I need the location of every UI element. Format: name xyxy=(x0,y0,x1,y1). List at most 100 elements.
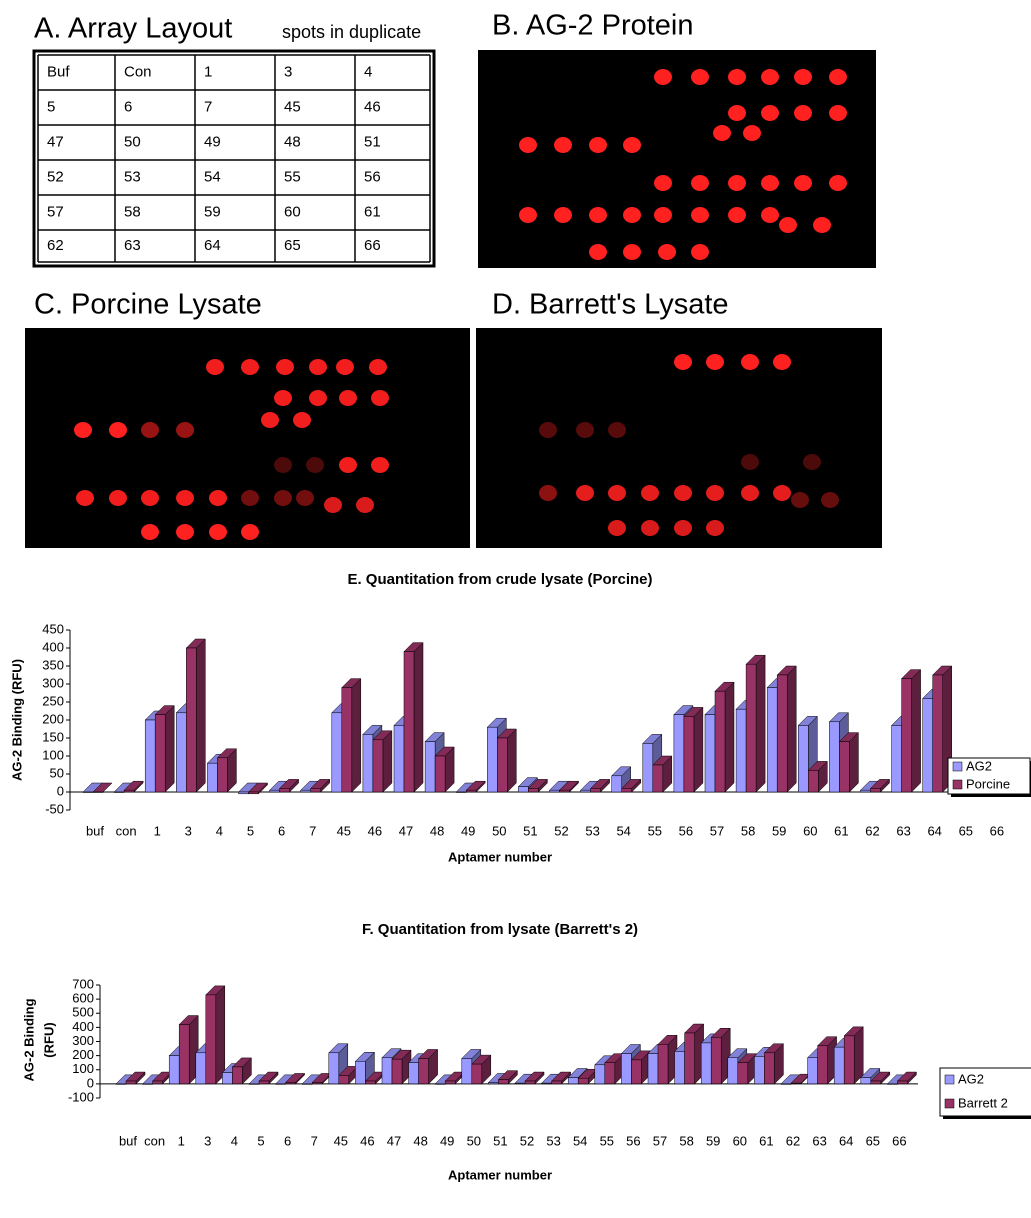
bar-front xyxy=(705,715,715,792)
x-tick-label: 62 xyxy=(786,1133,800,1148)
spot xyxy=(654,69,672,85)
bar xyxy=(902,670,921,792)
bar-front xyxy=(276,1084,286,1085)
bar-front xyxy=(355,1061,365,1084)
panel-title: A. Array Layout xyxy=(34,13,232,45)
bar-front xyxy=(834,1047,844,1084)
bar-front xyxy=(124,790,134,792)
bar-front xyxy=(653,765,663,792)
spot xyxy=(176,422,194,438)
x-tick-label: 50 xyxy=(467,1133,481,1148)
y-tick-label: 700 xyxy=(72,976,94,991)
bar-front xyxy=(581,790,591,792)
x-tick-label: 53 xyxy=(546,1133,560,1148)
x-tick-label: con xyxy=(116,823,137,838)
x-tick-label: 6 xyxy=(284,1133,291,1148)
x-tick-label: 58 xyxy=(741,823,755,838)
y-tick-label: 100 xyxy=(72,1061,94,1076)
table-cell: 65 xyxy=(284,237,301,254)
bar-front xyxy=(394,725,404,792)
x-tick-label: 66 xyxy=(892,1133,906,1148)
legend-label: Barrett 2 xyxy=(958,1095,1008,1110)
bar-front xyxy=(176,713,186,792)
spot xyxy=(691,175,709,191)
bar-front xyxy=(145,720,155,792)
x-tick-label: 48 xyxy=(430,823,444,838)
x-tick-label: 51 xyxy=(493,1133,507,1148)
table-cell: 64 xyxy=(204,237,221,254)
bar-front xyxy=(684,716,694,792)
spot xyxy=(706,520,724,536)
table-cell: 56 xyxy=(364,168,381,185)
bar-front xyxy=(528,788,538,792)
bar-front xyxy=(746,664,756,792)
x-tick-label: 47 xyxy=(387,1133,401,1148)
panel-title: D. Barrett's Lysate xyxy=(492,289,729,321)
table-cell: 59 xyxy=(204,203,221,220)
spot xyxy=(794,175,812,191)
bar-front xyxy=(126,1081,136,1084)
x-tick-label: 61 xyxy=(834,823,848,838)
spot xyxy=(324,497,342,513)
x-tick-label: buf xyxy=(86,823,104,838)
y-tick-label: 400 xyxy=(72,1019,94,1034)
table-cell: 58 xyxy=(124,203,141,220)
bar-front xyxy=(116,1084,126,1085)
spot xyxy=(794,105,812,121)
spot xyxy=(728,175,746,191)
spot xyxy=(623,207,641,223)
spot xyxy=(829,69,847,85)
y-tick-label: 250 xyxy=(42,693,64,708)
y-tick-label: 500 xyxy=(72,1005,94,1020)
spot xyxy=(728,207,746,223)
bar-side xyxy=(787,666,796,792)
bar xyxy=(217,749,236,792)
x-tick-label: 54 xyxy=(573,1133,587,1148)
x-tick-label: con xyxy=(144,1133,165,1148)
table-cell: 3 xyxy=(284,63,292,80)
spot xyxy=(539,422,557,438)
bar-front xyxy=(711,1037,721,1084)
spot xyxy=(554,207,572,223)
table-cell: 45 xyxy=(284,98,301,115)
bar-front xyxy=(518,787,528,792)
x-tick-label: 65 xyxy=(959,823,973,838)
spot xyxy=(589,207,607,223)
spot xyxy=(674,485,692,501)
x-axis-title: Aptamer number xyxy=(448,849,552,864)
spot xyxy=(519,207,537,223)
bar-front xyxy=(488,1082,498,1083)
x-tick-label: 4 xyxy=(231,1133,238,1148)
spot xyxy=(761,207,779,223)
bar-front xyxy=(902,679,912,792)
spot xyxy=(641,485,659,501)
bar-front xyxy=(515,1083,525,1084)
bar-front xyxy=(685,1033,695,1084)
x-tick-label: 45 xyxy=(334,1133,348,1148)
bar-front xyxy=(286,1082,296,1083)
spot xyxy=(741,454,759,470)
spot xyxy=(241,490,259,506)
spot xyxy=(691,207,709,223)
x-tick-label: 6 xyxy=(278,823,285,838)
y-tick-label: 300 xyxy=(72,1033,94,1048)
bar-front xyxy=(462,1058,472,1083)
spot xyxy=(576,485,594,501)
spot xyxy=(761,105,779,121)
bar-front xyxy=(232,1067,242,1084)
spot xyxy=(589,244,607,260)
spot xyxy=(728,105,746,121)
spot xyxy=(209,524,227,540)
spot xyxy=(554,137,572,153)
x-tick-label: 60 xyxy=(733,1133,747,1148)
bar-front xyxy=(373,740,383,792)
bar xyxy=(685,1024,704,1084)
spot xyxy=(293,412,311,428)
bar xyxy=(186,639,205,792)
bar-front xyxy=(871,788,881,792)
bar-side xyxy=(352,679,361,792)
y-tick-label: -50 xyxy=(45,801,64,816)
bar-front xyxy=(781,1084,791,1085)
bar-front xyxy=(791,1083,801,1084)
spot xyxy=(608,520,626,536)
